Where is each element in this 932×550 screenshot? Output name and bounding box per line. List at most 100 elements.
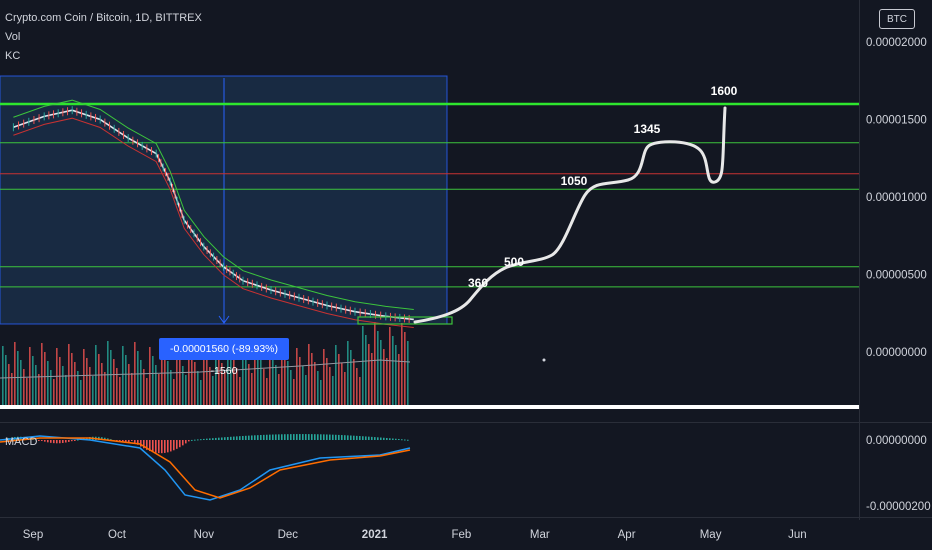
macd-histogram-bar xyxy=(119,440,121,442)
y-tick-label: 0.00000500 xyxy=(866,270,927,282)
macd-histogram-bar xyxy=(302,434,304,440)
volume-bar xyxy=(188,344,190,405)
macd-histogram-bar xyxy=(314,434,316,440)
volume-bar xyxy=(182,366,184,405)
keltner-lower xyxy=(13,117,414,328)
macd-histogram-bar xyxy=(272,434,274,440)
macd-histogram-bar xyxy=(206,438,208,440)
macd-histogram-bar xyxy=(287,434,289,440)
currency-badge[interactable]: BTC xyxy=(879,9,915,29)
volume-bar xyxy=(185,375,187,405)
macd-histogram-bar xyxy=(263,434,265,440)
macd-histogram-bar xyxy=(188,440,190,442)
macd-histogram-bar xyxy=(323,434,325,440)
x-tick-label: Oct xyxy=(108,529,127,541)
macd-histogram-bar xyxy=(164,440,166,453)
volume-bar xyxy=(257,351,259,405)
volume-bar xyxy=(320,380,322,405)
volume-bar xyxy=(242,346,244,405)
macd-histogram-bar xyxy=(227,437,229,440)
macd-histogram-bar xyxy=(260,435,262,440)
macd-histogram-bar xyxy=(275,434,277,440)
macd-histogram-bar xyxy=(161,440,163,454)
macd-histogram-bar xyxy=(176,440,178,449)
volume-bar xyxy=(224,372,226,405)
volume-bar xyxy=(98,354,100,405)
macd-histogram-bar xyxy=(245,435,247,440)
volume-bar xyxy=(80,380,82,405)
volume-bar xyxy=(287,361,289,405)
macd-histogram-bar xyxy=(239,436,241,440)
indicator-vol-label[interactable]: Vol xyxy=(5,31,21,43)
macd-histogram-bar xyxy=(398,438,400,440)
macd-histogram-bar xyxy=(338,434,340,440)
volume-bar xyxy=(377,331,379,405)
macd-histogram-bar xyxy=(35,439,37,441)
macd-histogram-bar xyxy=(362,436,364,440)
measure-region-border xyxy=(0,75,448,325)
volume-bar xyxy=(272,356,274,405)
projection-label: 1050 xyxy=(561,174,588,188)
volume-bar xyxy=(395,345,397,405)
macd-histogram-bar xyxy=(74,440,76,441)
macd-histogram-bar xyxy=(194,439,196,441)
y-tick-label: 0.00001500 xyxy=(866,115,927,127)
macd-histogram-bar xyxy=(371,436,373,440)
macd-tick-label: 0.00000000 xyxy=(866,435,927,447)
macd-histogram-bar xyxy=(359,436,361,440)
projection-label: 1345 xyxy=(634,122,661,136)
volume-bar xyxy=(302,366,304,405)
macd-histogram-bar xyxy=(284,434,286,440)
volume-bar xyxy=(62,366,64,405)
volume-bar xyxy=(278,374,280,405)
macd-histogram-bar xyxy=(182,440,184,446)
volume-bar xyxy=(215,345,217,405)
macd-histogram-bar xyxy=(71,440,73,442)
macd-histogram-bar xyxy=(212,438,214,440)
macd-histogram-bar xyxy=(296,434,298,440)
volume-bar xyxy=(407,341,409,405)
volume-bar xyxy=(125,355,127,405)
volume-bar xyxy=(359,377,361,405)
volume-bar xyxy=(83,349,85,405)
projection-label: 1600 xyxy=(711,84,738,98)
macd-histogram-bar xyxy=(152,440,154,453)
macd-histogram-bar xyxy=(44,440,46,442)
symbol-title[interactable]: Crypto.com Coin / Bitcoin, 1D, BITTREX xyxy=(5,12,202,24)
volume-bar xyxy=(170,370,172,405)
x-tick-label: Feb xyxy=(451,529,471,541)
indicator-kc-label[interactable]: KC xyxy=(5,50,21,62)
macd-label[interactable]: MACD xyxy=(5,436,38,448)
volume-bar xyxy=(32,356,34,405)
macd-histogram-bar xyxy=(368,436,370,440)
volume-bar xyxy=(8,364,10,405)
macd-histogram-bar xyxy=(125,440,127,443)
macd-histogram-bar xyxy=(329,434,331,440)
volume-bar xyxy=(41,343,43,405)
volume-bar xyxy=(44,352,46,405)
macd-histogram-bar xyxy=(305,434,307,440)
projection-label: 360 xyxy=(468,276,488,290)
macd-histogram-bar xyxy=(134,440,136,443)
macd-histogram-bar xyxy=(197,439,199,441)
x-tick-label: Nov xyxy=(194,529,215,541)
volume-bar xyxy=(101,363,103,405)
volume-bar xyxy=(176,348,178,405)
macd-histogram-bar xyxy=(356,435,358,440)
macd-histogram-bar xyxy=(215,437,217,440)
volume-bar xyxy=(404,332,406,405)
volume-bar xyxy=(317,371,319,405)
volume-bar xyxy=(353,359,355,405)
macd-histogram-bar xyxy=(209,438,211,440)
macd-histogram-bar xyxy=(224,437,226,440)
macd-histogram-bar xyxy=(200,439,202,441)
volume-bar xyxy=(239,377,241,405)
y-tick-label: 0.00002000 xyxy=(866,37,927,49)
volume-bar xyxy=(251,373,253,405)
macd-histogram-bar xyxy=(56,440,58,444)
macd-line xyxy=(0,435,411,501)
macd-histogram-bar xyxy=(392,438,394,440)
volume-bar xyxy=(284,352,286,405)
volume-bar xyxy=(347,341,349,405)
